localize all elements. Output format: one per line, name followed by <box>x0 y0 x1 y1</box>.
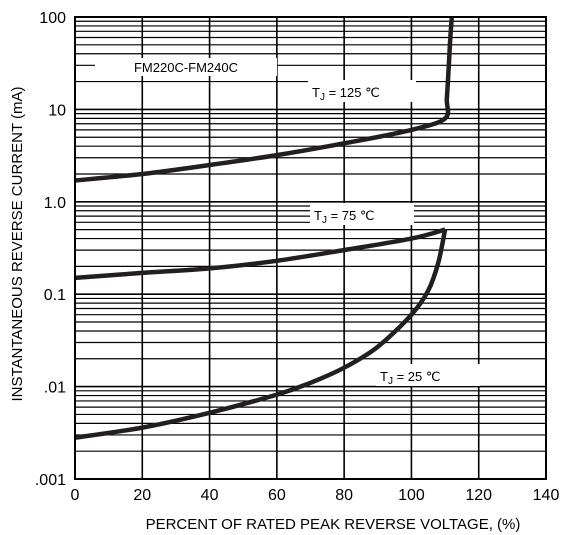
label-tj-75: TJ = 75 ℃ <box>310 203 414 226</box>
x-axis-title: PERCENT OF RATED PEAK REVERSE VOLTAGE, (… <box>146 516 521 533</box>
y-axis-title: INSTANTANEOUS REVERSE CURRENT (mA) <box>9 86 26 401</box>
label-tj-75-text: TJ = 75 ℃ <box>314 208 374 226</box>
x-tick-label: 120 <box>465 487 492 504</box>
y-tick-label: .01 <box>44 380 66 397</box>
x-tick-label: 60 <box>268 487 286 504</box>
label-tj-125-text: TJ = 125 ℃ <box>312 85 380 103</box>
label-tj-25: TJ = 25 ℃ <box>376 364 480 387</box>
part-label: FM220C-FM240C <box>95 58 277 76</box>
curve-tj-125 <box>74 16 455 183</box>
y-tick-label: 100 <box>39 10 66 27</box>
series-labels: TJ = 125 ℃ TJ = 75 ℃ TJ = 25 ℃ <box>308 80 480 387</box>
plot-frame <box>74 16 547 480</box>
curve-tj-25 <box>74 229 448 440</box>
x-tick-label: 40 <box>201 487 219 504</box>
curves <box>74 16 455 440</box>
part-label-text: FM220C-FM240C <box>134 60 238 75</box>
y-tick-label: 1.0 <box>44 195 66 212</box>
y-axis-ticks: .001 .01 0.1 1.0 10 100 <box>35 10 66 489</box>
y-tick-label: .001 <box>35 472 66 489</box>
label-tj-125: TJ = 125 ℃ <box>308 80 416 103</box>
x-axis-ticks: 0 20 40 60 80 100 120 140 <box>71 487 560 504</box>
y-tick-label: 0.1 <box>44 287 66 304</box>
x-tick-label: 80 <box>335 487 353 504</box>
x-tick-label: 20 <box>133 487 151 504</box>
label-tj-25-text: TJ = 25 ℃ <box>380 369 440 387</box>
x-tick-label: 0 <box>71 487 80 504</box>
x-tick-label: 140 <box>533 487 560 504</box>
y-tick-label: 10 <box>48 102 66 119</box>
x-tick-label: 100 <box>398 487 425 504</box>
curve-tj-75 <box>74 227 446 281</box>
